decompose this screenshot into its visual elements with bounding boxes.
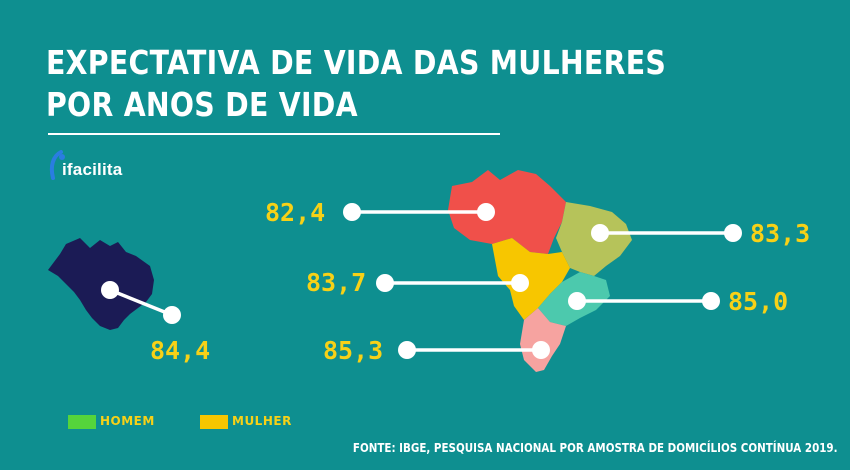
legend-label-homem: HOMEM: [100, 414, 155, 428]
legend-swatch-homem: [68, 415, 96, 429]
value-label-nordeste: 83,3: [750, 219, 811, 248]
legend-swatch-mulher: [200, 415, 228, 429]
callout-dot-sul-start: [398, 341, 416, 359]
callout-dot-sul-end: [532, 341, 550, 359]
ifacilita-logo-icon: [49, 150, 65, 180]
brazil-shape: [48, 238, 154, 330]
callout-dot-sudeste-end: [702, 292, 720, 310]
region-norte: [448, 170, 566, 254]
region-sul: [520, 308, 566, 372]
source-note: FONTE: IBGE, PESQUISA NACIONAL POR AMOST…: [353, 441, 838, 455]
title-line-1: EXPECTATIVA DE VIDA DAS MULHERES: [46, 43, 667, 82]
callout-dot-nordeste-end: [724, 224, 742, 242]
callout-dot-centro-oeste-start: [376, 274, 394, 292]
callout-dot-norte-start: [343, 203, 361, 221]
callout-lines: [101, 203, 742, 359]
value-label-centro-oeste: 83,7: [306, 268, 367, 297]
callout-dot-sudeste-start: [568, 292, 586, 310]
ifacilita-logo: ifacilita: [48, 150, 158, 190]
callout-dot-brasil-start: [101, 281, 119, 299]
region-centro-oeste: [492, 238, 570, 320]
callout-dot-norte-end: [477, 203, 495, 221]
value-label-sul: 85,3: [323, 336, 384, 365]
brazil-map: [48, 238, 154, 330]
callout-dot-brasil-end: [163, 306, 181, 324]
callout-dot-nordeste-start: [591, 224, 609, 242]
value-label-norte: 82,4: [265, 198, 326, 227]
title-line-2: POR ANOS DE VIDA: [46, 85, 358, 124]
value-label-sudeste: 85,0: [728, 287, 789, 316]
title-underline: [48, 133, 500, 135]
logo-text: ifacilita: [62, 160, 123, 179]
value-label-brasil: 84,4: [150, 336, 211, 365]
chart-title: EXPECTATIVA DE VIDA DAS MULHERES POR ANO…: [46, 42, 666, 126]
callout-dot-centro-oeste-end: [511, 274, 529, 292]
legend-label-mulher: MULHER: [232, 414, 292, 428]
callout-line-brasil: [109, 288, 173, 317]
